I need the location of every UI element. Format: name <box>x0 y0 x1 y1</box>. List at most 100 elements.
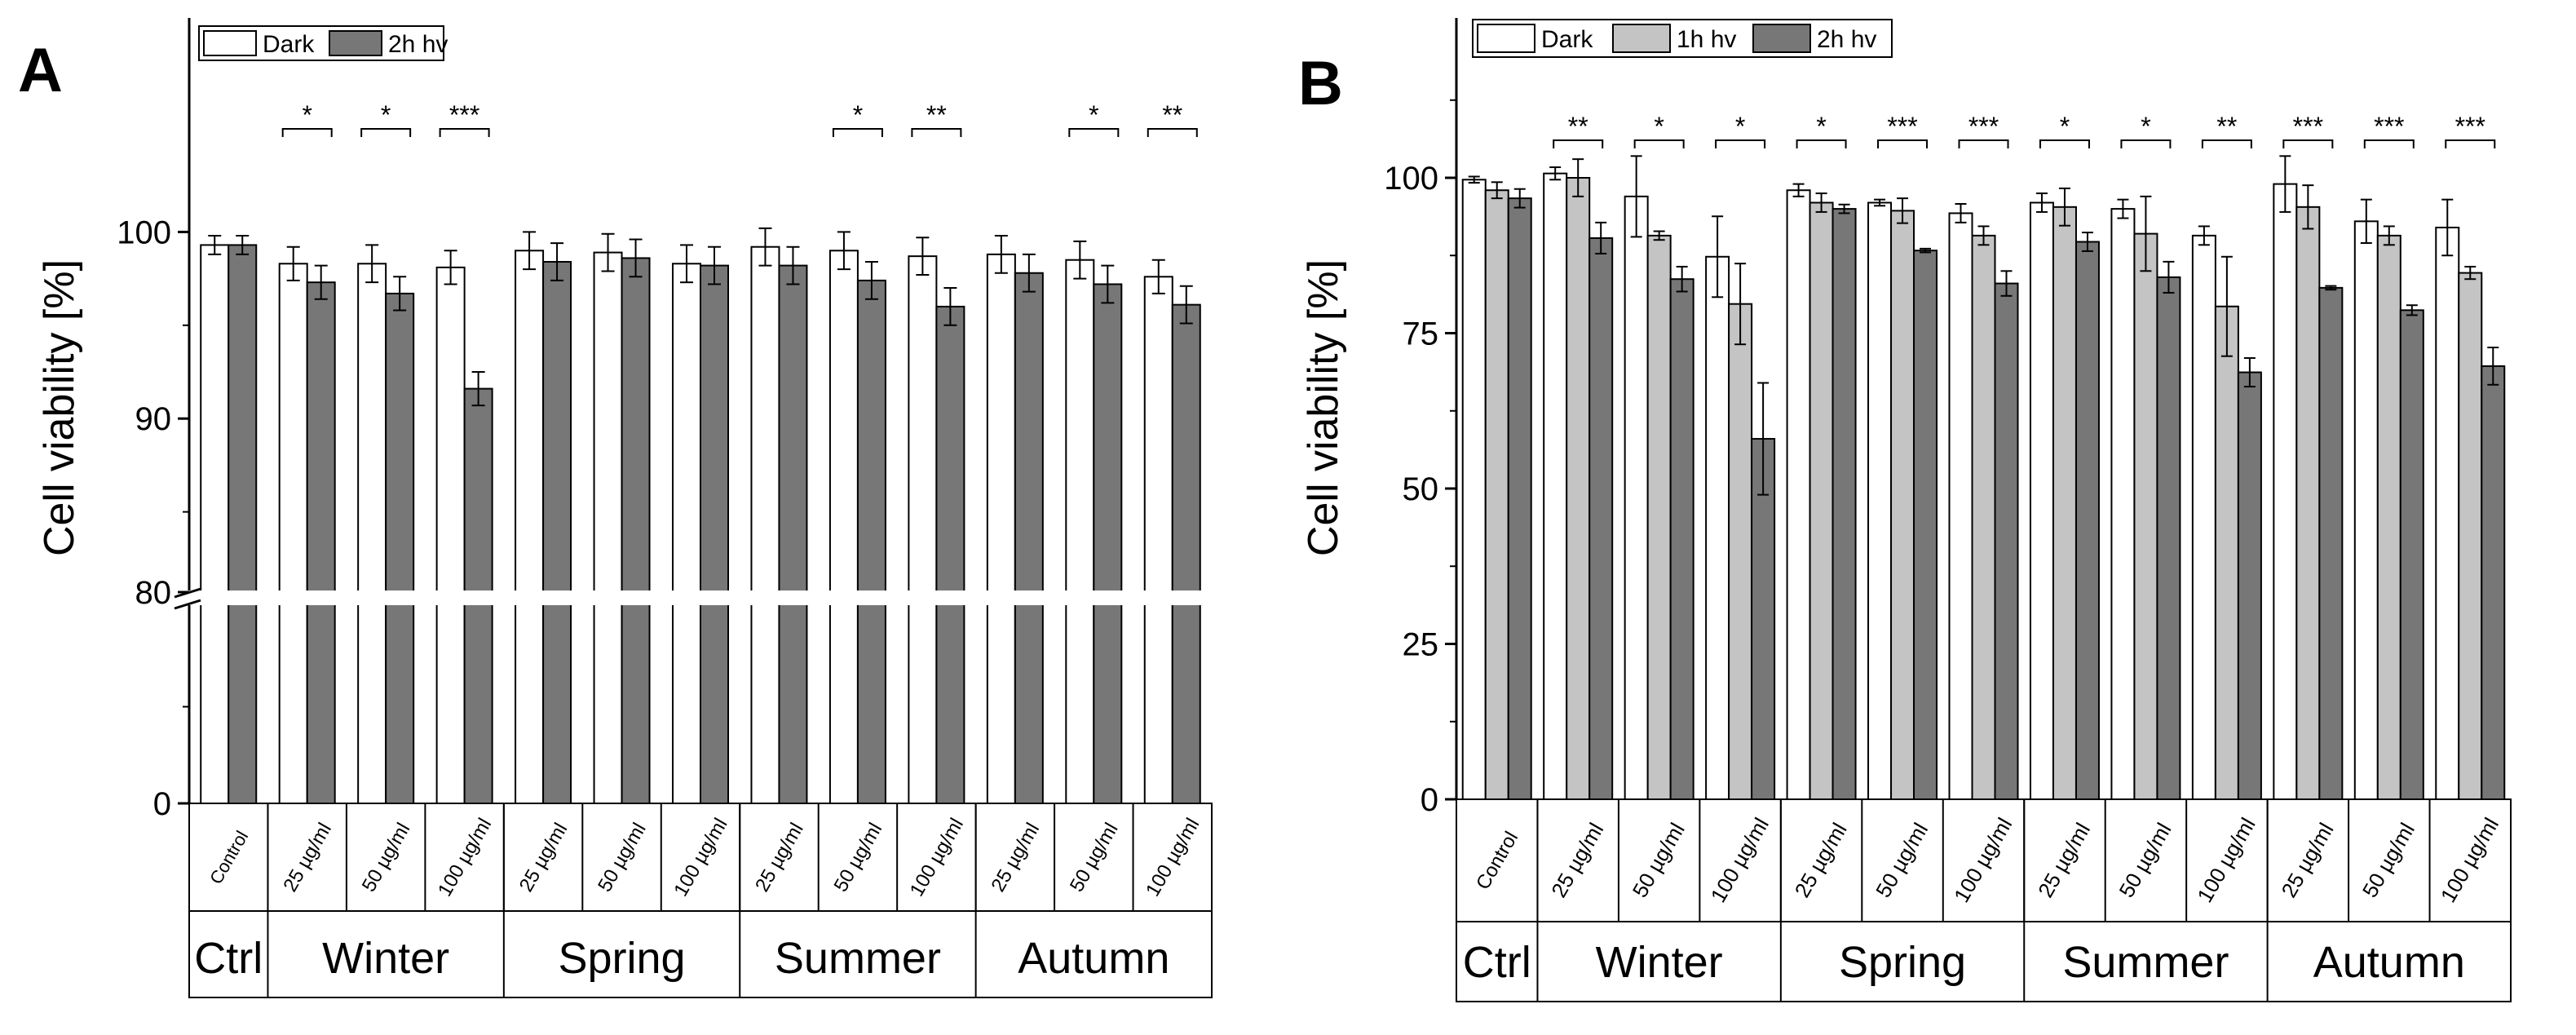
category-label: 25 µg/ml <box>1790 819 1852 902</box>
bar-2h-hv-6 <box>700 264 729 805</box>
bar-2h-hv-10 <box>2318 286 2344 800</box>
bar-dark-2 <box>1624 195 1649 801</box>
bar-2h-hv-11 <box>2399 309 2424 800</box>
category-label: 100 µg/ml <box>1706 813 1774 906</box>
bar-1h-hv-4 <box>1809 201 1834 801</box>
category-label: 25 µg/ml <box>279 819 336 896</box>
significance-bracket <box>1877 139 1929 148</box>
significance-marker: *** <box>449 100 479 130</box>
group-label: Autumn <box>1018 934 1169 983</box>
significance-bracket <box>1553 139 1604 148</box>
bar-dark-0 <box>200 244 230 804</box>
bar-2h-hv-4 <box>1831 208 1857 801</box>
significance-bracket <box>1958 139 2009 148</box>
bar-dark-5 <box>593 251 623 804</box>
bar-dark-3 <box>1705 255 1730 800</box>
significance-bracket <box>2282 139 2334 148</box>
group-label: Spring <box>1839 938 1966 987</box>
bar-1h-hv-2 <box>1646 234 1672 800</box>
significance-marker: * <box>1654 112 1664 141</box>
significance-marker: * <box>853 100 863 130</box>
significance-bracket <box>360 128 412 137</box>
bar-2h-hv-2 <box>1669 278 1695 800</box>
bar-dark-1 <box>278 263 308 804</box>
bar-dark-5 <box>1867 201 1893 801</box>
category-label: 25 µg/ml <box>515 819 572 896</box>
bar-2h-hv-8 <box>856 279 886 804</box>
y-tick-label: 50 <box>1403 471 1439 507</box>
bar-dark-9 <box>2191 234 2216 800</box>
legend-label-2h: 2h hv <box>388 31 448 58</box>
bar-2h-hv-12 <box>2481 365 2506 800</box>
bar-dark-6 <box>1948 212 1973 800</box>
legend-label-dark: Dark <box>1541 26 1593 53</box>
significance-bracket <box>832 128 883 137</box>
bar-2h-hv-5 <box>1913 250 1938 800</box>
bar-dark-0 <box>1461 179 1487 800</box>
category-table <box>1456 798 2512 1002</box>
category-label: 25 µg/ml <box>2276 819 2338 902</box>
category-label: 50 µg/ml <box>358 819 415 896</box>
group-label: Spring <box>558 934 685 983</box>
significance-marker: *** <box>1887 112 1917 141</box>
bar-2h-hv-1 <box>1588 237 1614 800</box>
category-label: 25 µg/ml <box>751 819 808 896</box>
significance-marker: * <box>2141 112 2150 141</box>
category-label: 50 µg/ml <box>594 819 651 896</box>
significance-marker: ** <box>2216 112 2237 141</box>
group-label: Autumn <box>2313 938 2465 987</box>
significance-bracket <box>1715 139 1766 148</box>
significance-marker: * <box>381 100 391 130</box>
bar-dark-9 <box>908 255 938 805</box>
category-label: 100 µg/ml <box>2192 813 2260 906</box>
significance-marker: * <box>1816 112 1826 141</box>
category-label: Control <box>205 827 252 887</box>
significance-bracket <box>1796 139 1847 148</box>
bar-2h-hv-7 <box>2074 241 2100 800</box>
y-tick-label: 75 <box>1403 316 1439 352</box>
bar-1h-hv-1 <box>1566 177 1591 800</box>
bar-dark-4 <box>515 250 545 804</box>
significance-marker: ** <box>1568 112 1588 141</box>
y-tick-label: 0 <box>1421 782 1438 818</box>
bar-dark-8 <box>2110 208 2136 801</box>
y-tick-label: 90 <box>135 401 172 437</box>
category-label: 100 µg/ml <box>434 815 496 900</box>
group-label: Winter <box>322 934 449 983</box>
category-label: 100 µg/ml <box>1949 813 2017 906</box>
bar-2h-hv-9 <box>2237 371 2262 801</box>
bar-1h-hv-10 <box>2295 206 2321 800</box>
significance-bracket <box>2039 139 2090 148</box>
significance-bracket <box>2201 139 2252 148</box>
bar-2h-hv-11 <box>1093 283 1123 804</box>
category-label: 50 µg/ml <box>1066 819 1123 896</box>
category-table <box>188 803 1213 998</box>
group-label: Winter <box>1596 938 1723 987</box>
axis-break-gap <box>163 590 1212 605</box>
significance-bracket <box>2445 139 2496 148</box>
category-label: 50 µg/ml <box>1628 819 1690 902</box>
significance-bracket <box>911 128 962 137</box>
bar-dark-4 <box>1786 189 1811 801</box>
bar-2h-hv-4 <box>542 261 572 804</box>
legend: Dark 2h hv <box>198 25 448 61</box>
significance-marker: * <box>302 100 312 130</box>
group-label: Summer <box>775 934 941 983</box>
bar-1h-hv-11 <box>2376 234 2401 800</box>
y-axis-label: Cell viability [%] <box>36 259 83 556</box>
bar-1h-hv-6 <box>1971 234 1996 800</box>
bar-dark-11 <box>1065 259 1095 805</box>
category-label: 100 µg/ml <box>2436 813 2503 906</box>
significance-marker: * <box>1735 112 1745 141</box>
significance-bracket <box>1147 128 1198 137</box>
category-label: 100 µg/ml <box>1142 815 1204 900</box>
category-label: 25 µg/ml <box>1546 819 1608 902</box>
significance-marker: * <box>2060 112 2070 141</box>
bar-1h-hv-12 <box>2458 272 2483 800</box>
bar-dark-1 <box>1543 172 1568 800</box>
bar-dark-12 <box>1143 276 1173 804</box>
category-label: 50 µg/ml <box>2357 819 2419 902</box>
